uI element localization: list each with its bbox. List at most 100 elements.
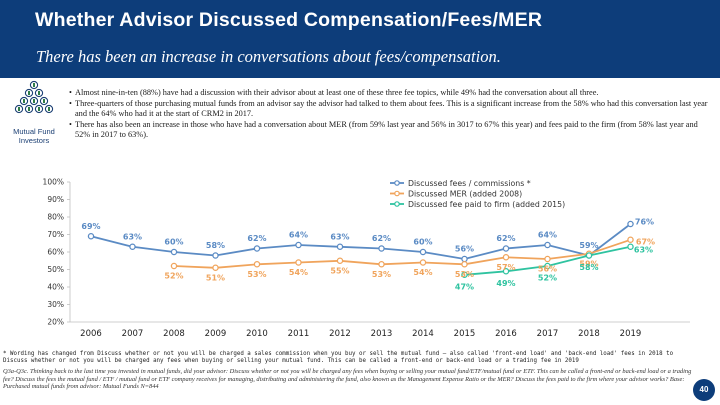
x-tick-label: 2009 — [205, 329, 227, 339]
legend-label: Discussed fee paid to firm (added 2015) — [408, 200, 565, 209]
y-tick-label: 70% — [47, 230, 64, 239]
data-point — [378, 261, 385, 268]
data-point — [129, 243, 136, 251]
data-label: 55% — [330, 266, 349, 275]
x-tick-label: 2006 — [80, 329, 102, 339]
data-label: 62% — [372, 234, 391, 243]
data-label: 58% — [206, 241, 225, 250]
x-tick-label: 2017 — [537, 329, 559, 339]
data-label: 64% — [538, 231, 557, 240]
data-point — [419, 259, 427, 266]
x-tick-label: 2014 — [412, 329, 434, 339]
y-tick-label: 60% — [47, 248, 64, 257]
bullet-item: There has also been an increase in those… — [69, 120, 709, 141]
x-tick-label: 2018 — [578, 329, 600, 339]
page-title: Whether Advisor Discussed Compensation/F… — [35, 9, 543, 31]
data-point — [502, 254, 510, 261]
data-label: 47% — [455, 282, 474, 291]
x-tick-label: 2011 — [288, 329, 310, 339]
x-tick-label: 2013 — [371, 329, 393, 339]
data-point — [544, 255, 551, 263]
data-label: 69% — [81, 222, 100, 231]
y-tick-label: 30% — [47, 300, 64, 309]
data-point — [544, 262, 551, 270]
data-point — [295, 241, 302, 249]
header-banner: Whether Advisor Discussed Compensation/F… — [0, 0, 720, 78]
series-line — [90, 223, 632, 260]
data-point — [336, 257, 344, 265]
data-point — [461, 271, 468, 279]
data-label: 49% — [496, 279, 515, 288]
data-point — [170, 248, 178, 256]
data-label: 53% — [455, 270, 474, 279]
data-point — [627, 243, 634, 251]
data-label: 53% — [247, 270, 266, 279]
legend-marker — [394, 201, 400, 207]
data-label: 51% — [206, 273, 225, 282]
people-pyramid-icon — [14, 80, 54, 114]
y-tick-label: 20% — [47, 318, 64, 327]
summary-bullets: Almost nine-in-ten (88%) have had a disc… — [69, 88, 709, 141]
data-point — [585, 252, 593, 259]
data-point — [87, 233, 95, 240]
page-subtitle: There has been an increase in conversati… — [36, 47, 501, 66]
page-number: 40 — [693, 379, 715, 401]
x-tick-label: 2010 — [246, 329, 268, 339]
x-tick-label: 2008 — [163, 329, 185, 339]
data-point — [544, 241, 551, 249]
data-point — [461, 255, 468, 263]
data-point — [212, 264, 219, 272]
data-label: 58% — [579, 263, 598, 272]
data-label: 63% — [634, 245, 653, 254]
y-tick-label: 100% — [43, 178, 64, 187]
bullet-item: Almost nine-in-ten (88%) have had a disc… — [69, 88, 709, 99]
y-tick-label: 80% — [47, 213, 64, 222]
data-label: 57% — [496, 263, 515, 272]
data-label: 63% — [123, 232, 142, 241]
y-tick-label: 50% — [47, 265, 64, 274]
data-point — [627, 220, 634, 228]
logo-label: Mutual Fund Investors — [13, 127, 55, 145]
fee-discussion-line-chart: 20% 30% 40% 50% 60% 70% 80% 90% 100% 2006 2007 2008… — [43, 178, 690, 339]
x-tick-label: 2015 — [454, 329, 476, 339]
data-point — [170, 262, 178, 270]
bullet-item: Three-quarters of those purchasing mutua… — [69, 99, 709, 120]
x-tick-label: 2007 — [122, 329, 144, 339]
data-point — [461, 261, 468, 268]
mutual-fund-investors-logo: Mutual Fund Investors — [8, 80, 60, 150]
data-point — [212, 252, 219, 259]
legend-label: Discussed MER (added 2008) — [408, 189, 522, 198]
data-label: 76% — [635, 218, 654, 227]
footnote: * Wording has changed from Discuss wheth… — [3, 351, 674, 365]
legend-marker — [394, 190, 400, 197]
data-label: 56% — [538, 265, 557, 274]
x-tick-label: 2019 — [620, 329, 642, 339]
series-line — [173, 238, 631, 269]
data-label: 53% — [372, 270, 391, 279]
x-tick-label: 2012 — [329, 329, 351, 339]
data-point — [502, 245, 510, 252]
legend-marker — [394, 180, 400, 186]
source-note: Q3a-Q3c. Thinking back to the last time … — [3, 368, 692, 390]
data-label: 54% — [413, 268, 432, 277]
y-tick-label: 40% — [47, 283, 64, 292]
data-label: 62% — [247, 234, 266, 243]
data-point — [419, 248, 427, 256]
data-label: 63% — [330, 232, 349, 241]
data-label: 54% — [289, 268, 308, 277]
data-point — [627, 236, 634, 244]
y-tick-label: 90% — [47, 195, 64, 204]
data-point — [253, 245, 261, 252]
data-label: 64% — [289, 231, 308, 240]
data-point — [502, 268, 510, 275]
data-point — [336, 243, 344, 251]
legend-label: Discussed fees / commissions * — [408, 179, 531, 188]
data-label: 62% — [496, 234, 515, 243]
data-point — [295, 259, 302, 266]
x-tick-label: 2016 — [495, 329, 517, 339]
data-label: 59% — [579, 241, 598, 250]
data-label: 59% — [579, 259, 598, 268]
data-point — [378, 245, 385, 252]
data-label: 67% — [636, 237, 655, 246]
data-label: 56% — [455, 245, 474, 254]
